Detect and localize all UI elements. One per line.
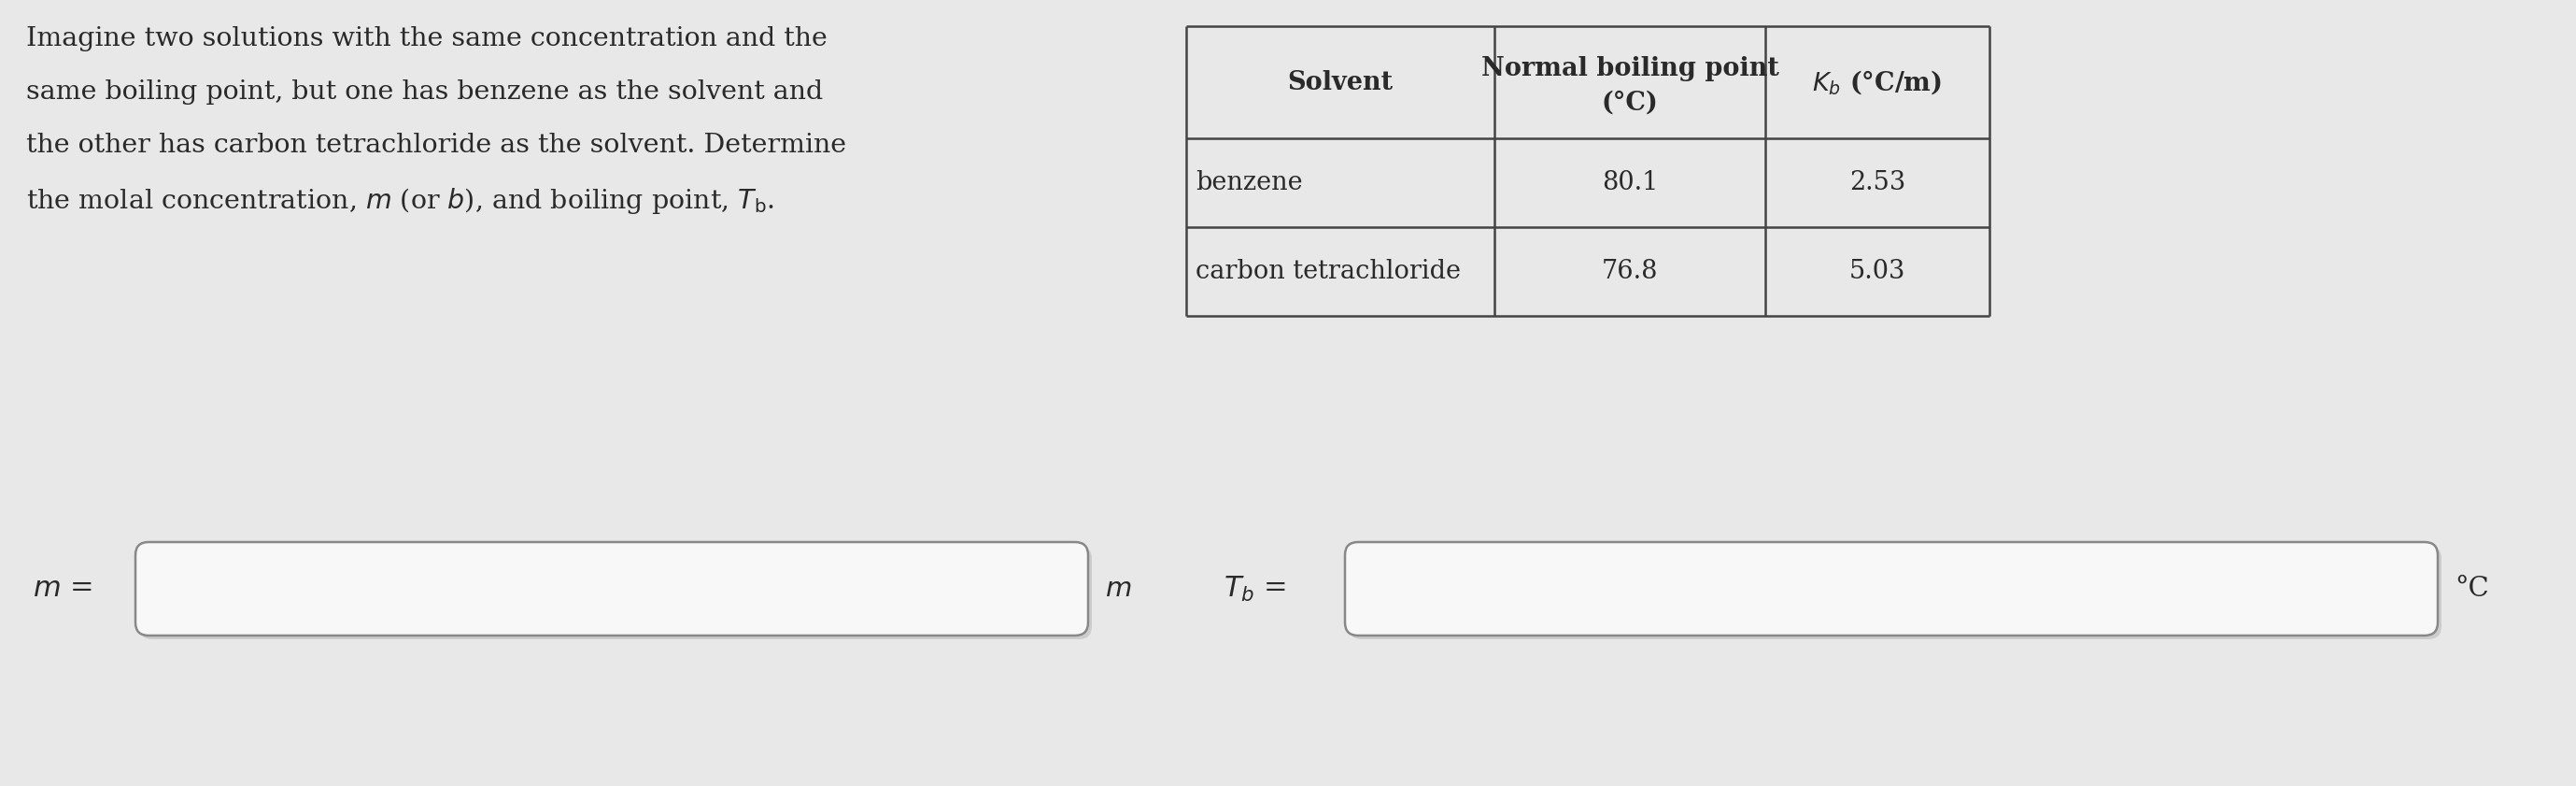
FancyBboxPatch shape [1345, 542, 2437, 636]
Text: (°C): (°C) [1602, 90, 1659, 116]
Text: benzene: benzene [1195, 170, 1303, 196]
Text: Normal boiling point: Normal boiling point [1481, 56, 1780, 81]
Text: the molal concentration, $m$ (or $b$), and boiling point, $T_{\mathrm{b}}$.: the molal concentration, $m$ (or $b$), a… [26, 186, 775, 216]
Text: Solvent: Solvent [1288, 70, 1394, 95]
Text: carbon tetrachloride: carbon tetrachloride [1195, 259, 1461, 284]
Text: 2.53: 2.53 [1850, 170, 1906, 196]
FancyBboxPatch shape [137, 542, 1087, 636]
Text: $K_b$ (°C/m): $K_b$ (°C/m) [1814, 68, 1942, 96]
Text: Imagine two solutions with the same concentration and the: Imagine two solutions with the same conc… [26, 26, 827, 51]
Text: 80.1: 80.1 [1602, 170, 1659, 196]
FancyBboxPatch shape [139, 545, 1092, 639]
FancyBboxPatch shape [1350, 545, 2442, 639]
Text: 5.03: 5.03 [1850, 259, 1906, 284]
Text: $T_b$ =: $T_b$ = [1224, 575, 1285, 604]
Text: $m$: $m$ [1105, 575, 1131, 602]
Text: 76.8: 76.8 [1602, 259, 1659, 284]
Text: the other has carbon tetrachloride as the solvent. Determine: the other has carbon tetrachloride as th… [26, 133, 848, 158]
Text: °C: °C [2455, 575, 2488, 602]
Text: $m$ =: $m$ = [33, 575, 93, 604]
Text: same boiling point, but one has benzene as the solvent and: same boiling point, but one has benzene … [26, 79, 822, 105]
